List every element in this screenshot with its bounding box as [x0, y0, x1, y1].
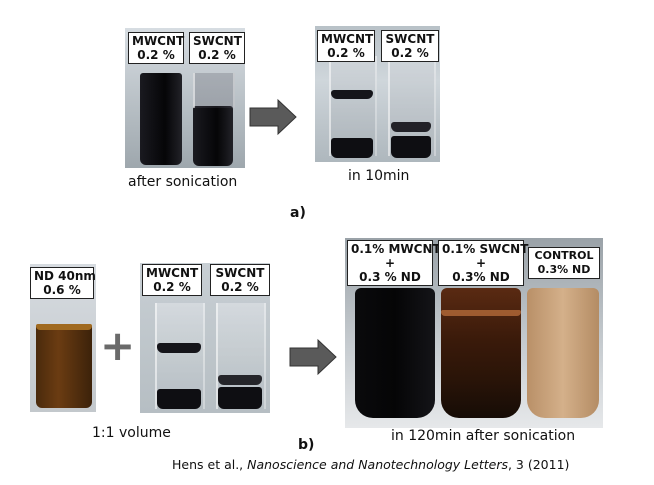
citation-journal: Nanoscience and Nanotechnology Letters — [247, 457, 508, 472]
swcnt-nd-vial — [441, 288, 521, 418]
label-mwcnt-a1: MWCNT 0.2 % — [128, 32, 184, 64]
arrow-right-icon — [249, 98, 297, 136]
label-swcnt-nd: 0.1% SWCNT + 0.3% ND — [438, 240, 528, 286]
plus-sign: + — [100, 321, 136, 370]
caption-in-10min: in 10min — [348, 168, 410, 184]
control-vial — [527, 288, 599, 418]
mwcnt-nd-vial — [355, 288, 435, 418]
nd-vial — [36, 324, 92, 408]
label-mwcnt-a2: MWCNT 0.2 % — [317, 30, 375, 62]
citation-authors: Hens et al., — [172, 457, 248, 472]
label-mwcnt-b: MWCNT 0.2 % — [142, 264, 202, 296]
label-swcnt-a1: SWCNT 0.2 % — [189, 32, 245, 64]
label-swcnt-b: SWCNT 0.2 % — [210, 264, 270, 296]
caption-1-1-volume: 1:1 volume — [92, 425, 171, 441]
label-mwcnt-nd: 0.1% MWCNT + 0.3 % ND — [347, 240, 441, 286]
label-swcnt-a2: SWCNT 0.2 % — [381, 30, 439, 62]
citation: Hens et al., Nanoscience and Nanotechnol… — [172, 457, 569, 472]
caption-after-sonication: after sonication — [128, 174, 238, 190]
citation-rest: , 3 (2011) — [507, 457, 570, 472]
panel-letter-a: a) — [290, 205, 306, 221]
swcnt-vial — [193, 106, 233, 166]
panel-letter-b: b) — [298, 437, 315, 453]
caption-120min: in 120min after sonication — [391, 428, 576, 444]
label-nd: ND 40nm 0.6 % — [30, 267, 96, 299]
arrow-right-icon — [289, 338, 337, 376]
mwcnt-vial — [140, 73, 182, 165]
photo-in-10min — [315, 26, 440, 162]
label-control: CONTROL 0.3% ND — [528, 247, 600, 279]
